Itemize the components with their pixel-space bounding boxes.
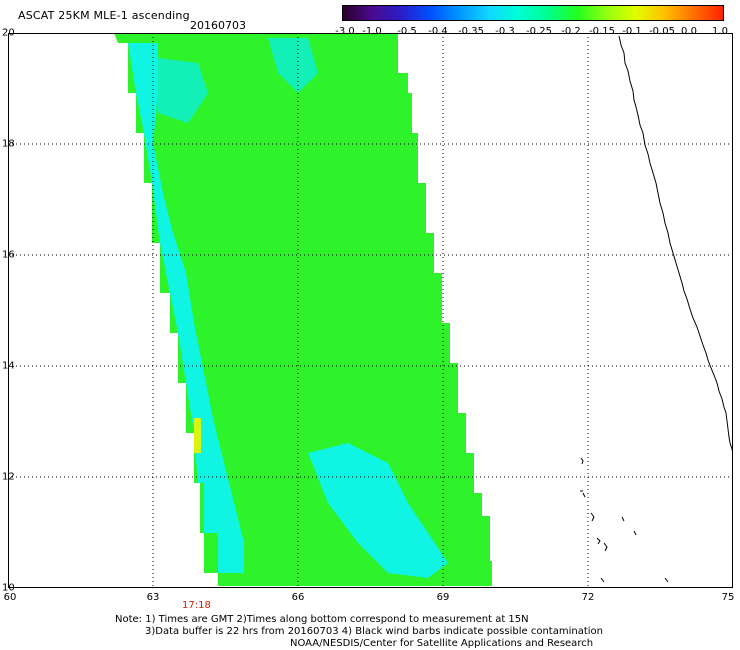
- latitude-label: 18: [2, 138, 15, 150]
- island-path-3: [596, 537, 601, 545]
- colorbar-tick-label: -0.4: [428, 26, 448, 37]
- island-path-10: [582, 492, 586, 498]
- swath-cyan-band: [120, 43, 244, 573]
- island-path-2: [590, 512, 595, 522]
- latitude-label: 12: [2, 471, 15, 483]
- colorbar-tick-label: -0.35: [458, 26, 484, 37]
- longitude-label: 66: [291, 592, 305, 603]
- coastline-path: [618, 35, 733, 454]
- longitude-label: 63: [146, 592, 160, 603]
- satellite-swath: [114, 33, 492, 586]
- coastline: [580, 35, 733, 583]
- latitude-label: 10: [2, 582, 15, 594]
- longitude-label: 60: [3, 592, 17, 603]
- product-title: ASCAT 25KM MLE-1 ascending: [18, 9, 190, 22]
- map-frame: [8, 33, 733, 588]
- colorbar-tick-label: 1.0: [712, 26, 728, 37]
- swath-teal-patch: [268, 38, 318, 93]
- colorbar-tick-label: -3.0: [335, 26, 355, 37]
- colorbar-tick-label: -0.05: [649, 26, 675, 37]
- colorbar-tick-label: -1.0: [362, 26, 382, 37]
- colorbar-tick-label: -0.2: [561, 26, 581, 37]
- latitude-label: 20: [2, 27, 15, 39]
- island-path-6: [633, 530, 637, 536]
- swath-cyan-patch: [308, 443, 448, 578]
- longitude-label: 75: [721, 592, 735, 603]
- footer-credit: NOAA/NESDIS/Center for Satellite Applica…: [290, 638, 594, 649]
- product-date: 20160703: [190, 19, 246, 32]
- island-path-7: [600, 577, 605, 583]
- island-path-8: [664, 577, 669, 583]
- island-path-5: [621, 516, 625, 522]
- latitude-label: 16: [2, 249, 15, 261]
- graticule-grid: [8, 33, 733, 588]
- colorbar-tick-label: -0.5: [397, 26, 417, 37]
- swath-time-label: 17:18: [182, 600, 211, 611]
- footer-note-line-1: Note: 1) Times are GMT 2)Times along bot…: [115, 614, 529, 625]
- swath-yellow-patch: [194, 418, 201, 453]
- colorbar-tick-label: -0.15: [589, 26, 615, 37]
- map-plot: [8, 33, 733, 588]
- island-path-4: [603, 542, 608, 552]
- longitude-label: 72: [581, 592, 595, 603]
- longitude-label: 69: [436, 592, 450, 603]
- island-path-1: [580, 457, 584, 465]
- swath-teal-patch-2: [158, 58, 208, 123]
- colorbar: [342, 5, 724, 21]
- footer-note-line-2: 3)Data buffer is 22 hrs from 20160703 4)…: [145, 626, 603, 637]
- colorbar-tick-label: -0.3: [495, 26, 515, 37]
- latitude-label: 14: [2, 360, 15, 372]
- colorbar-tick-label: -0.1: [622, 26, 642, 37]
- colorbar-tick-label: -0.25: [526, 26, 552, 37]
- colorbar-tick-label: 0.0: [681, 26, 697, 37]
